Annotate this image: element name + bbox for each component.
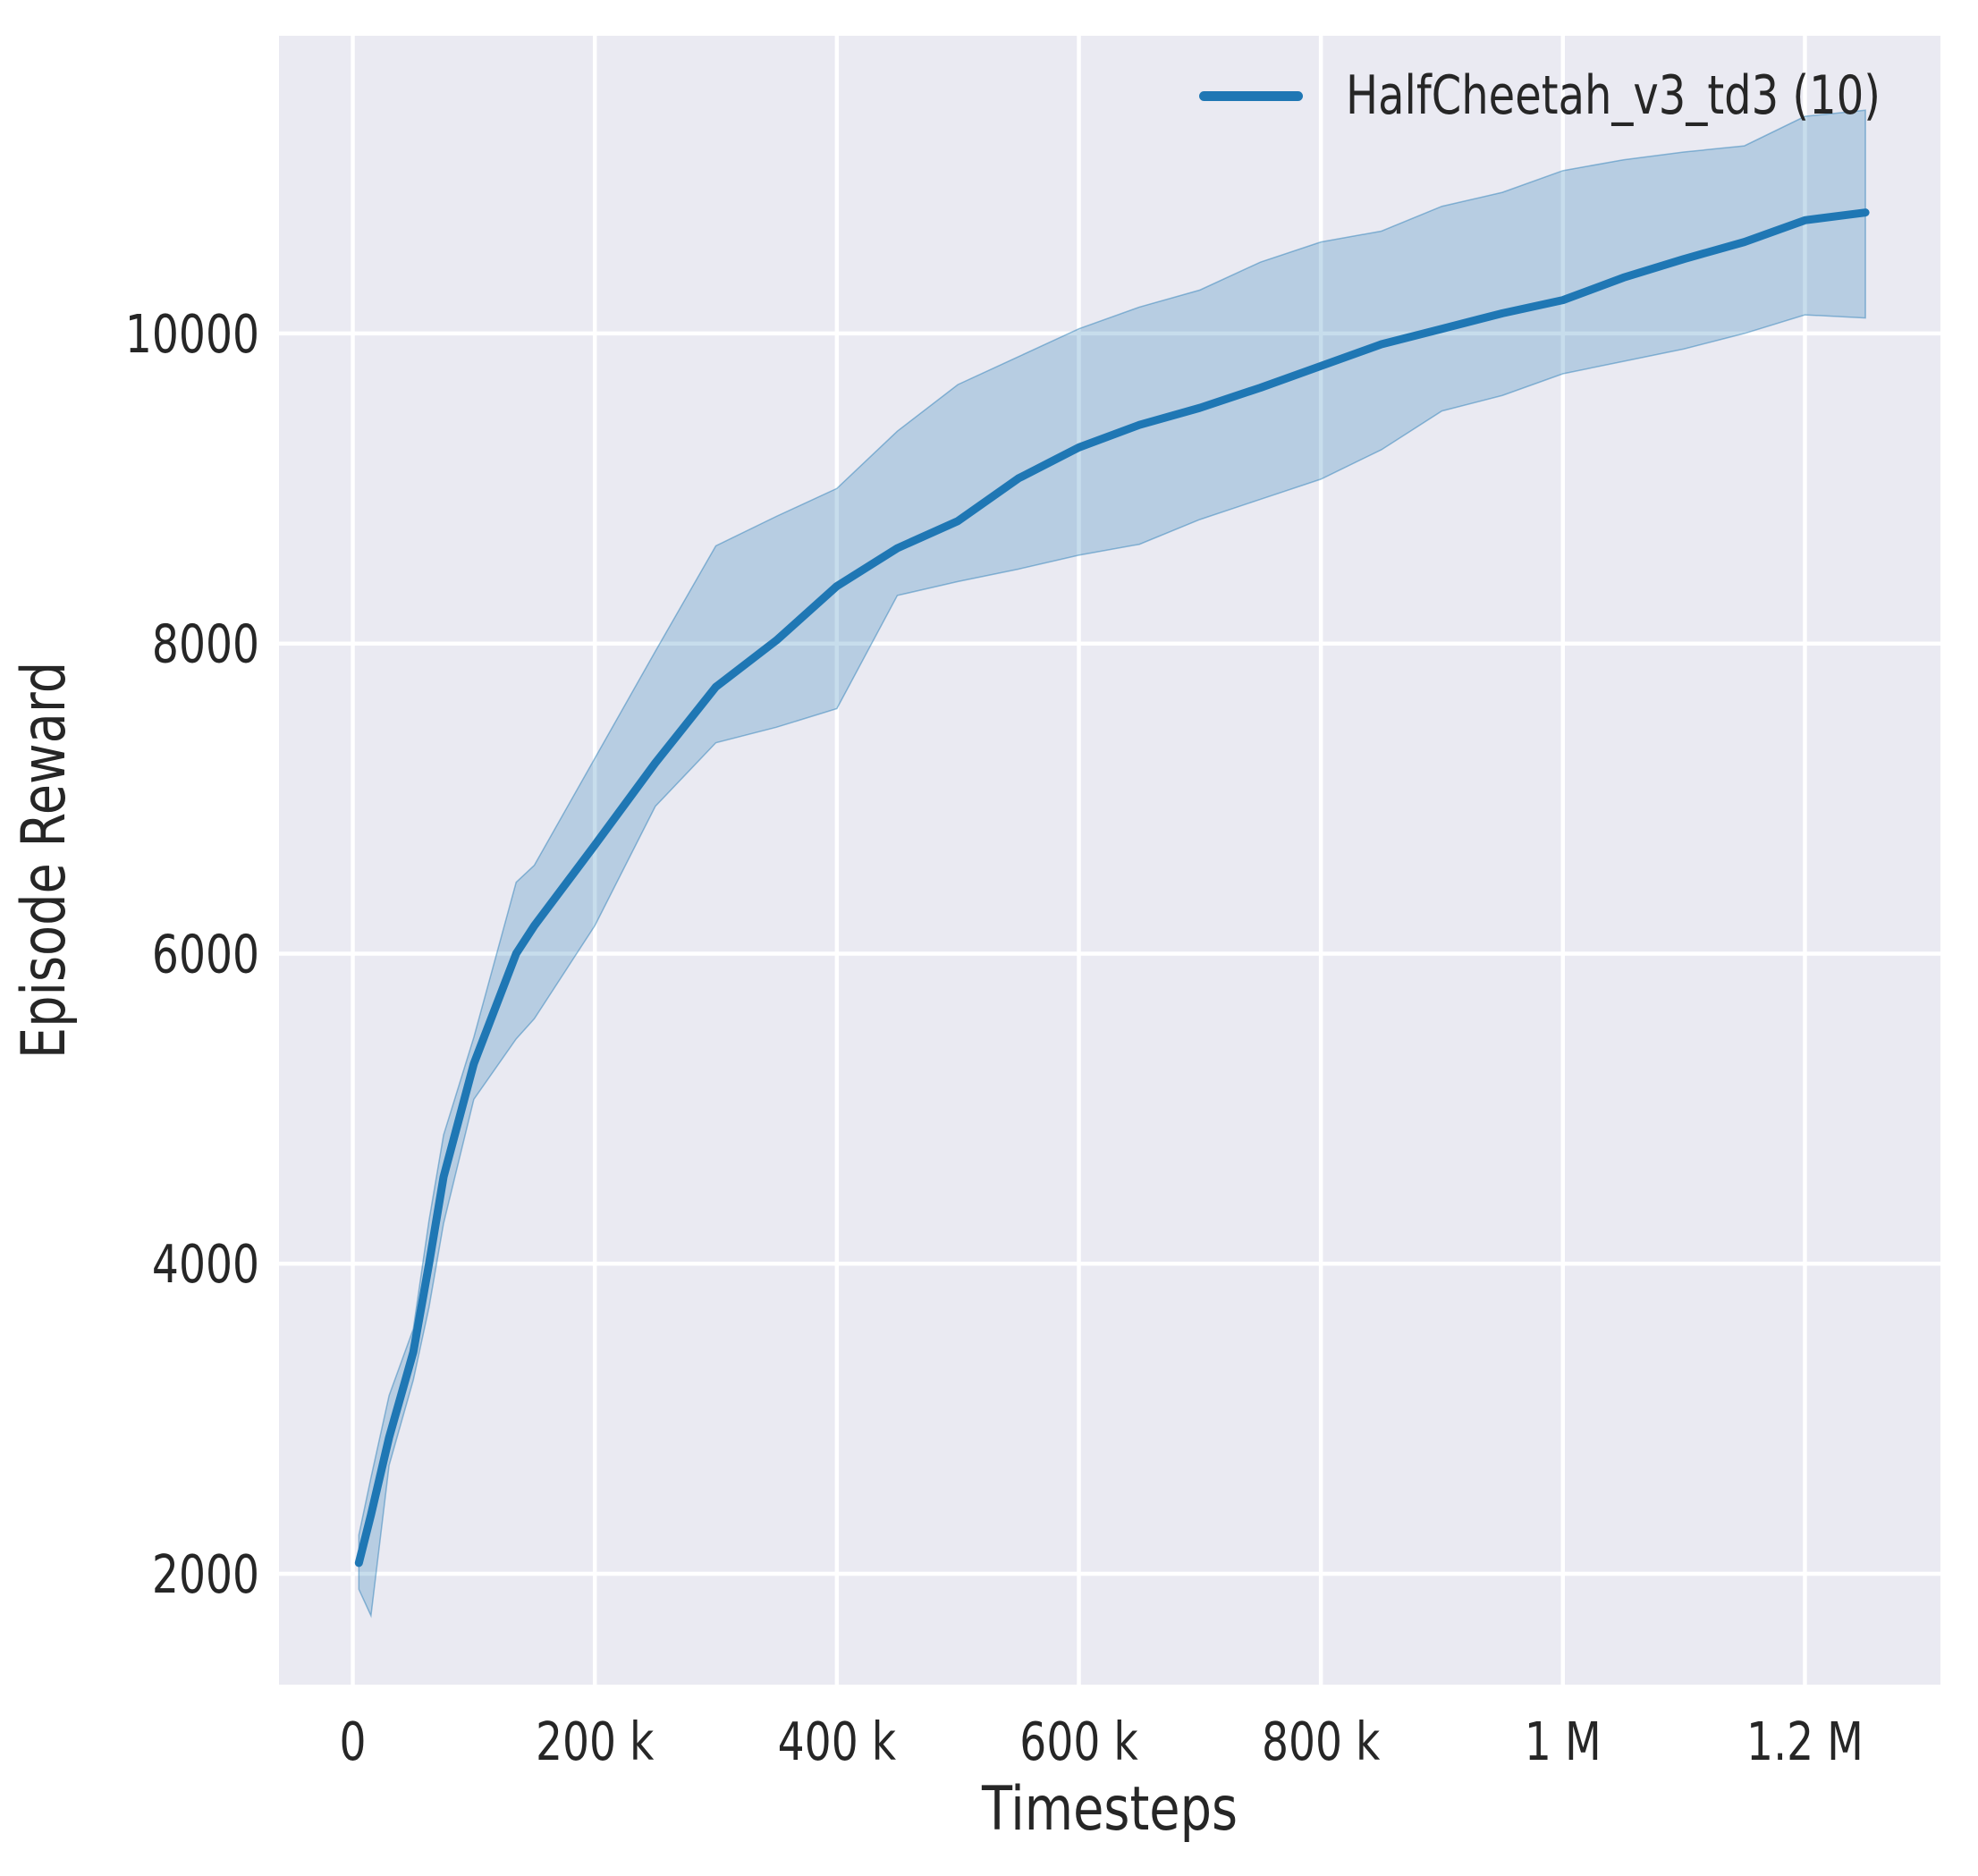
confidence-band [358,109,1866,1618]
y-tick-label: 10000 [125,303,259,366]
x-tick-label: 1 M [1525,1711,1602,1773]
y-tick-label: 2000 [152,1543,259,1606]
y-tick-label: 4000 [152,1233,259,1296]
x-tick-label: 600 k [1019,1711,1137,1773]
legend-label: HalfCheetah_v3_td3 (10) [1346,64,1881,127]
legend-line-swatch [1199,90,1303,101]
y-axis-label: Episode Reward [8,662,80,1059]
x-tick-label: 200 k [536,1711,654,1773]
y-tick-label: 6000 [152,923,259,985]
x-tick-label: 800 k [1262,1711,1380,1773]
y-tick-label: 8000 [152,613,259,675]
x-axis-label: Timesteps [981,1773,1238,1845]
legend: HalfCheetah_v3_td3 (10) [1199,64,1978,127]
plot-background [279,36,1940,1685]
x-tick-label: 1.2 M [1746,1711,1864,1773]
plot-area: 2000 4000 6000 8000 10000 0 200 k 400 k 600 k 800… [125,36,1940,1772]
mean-line [354,208,1870,1568]
x-tick-label: 0 [340,1711,367,1773]
x-tick-label: 400 k [778,1711,896,1773]
